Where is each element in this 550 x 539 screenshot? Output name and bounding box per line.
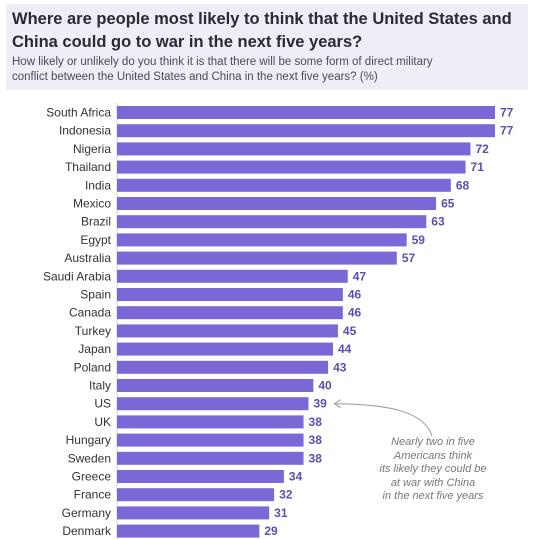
value-label-thailand: 71 bbox=[471, 160, 485, 174]
category-label-mexico: Mexico bbox=[73, 197, 111, 211]
value-label-turkey: 45 bbox=[343, 324, 357, 338]
value-label-germany: 31 bbox=[274, 506, 288, 520]
annotation-arrow-line bbox=[334, 403, 433, 437]
bar-turkey bbox=[117, 324, 338, 338]
value-label-france: 32 bbox=[279, 488, 293, 502]
category-label-uk: UK bbox=[94, 415, 111, 429]
value-label-denmark: 29 bbox=[264, 524, 278, 538]
annotation-arrow-head bbox=[333, 399, 341, 409]
value-label-canada: 46 bbox=[348, 306, 362, 320]
value-label-us: 39 bbox=[313, 397, 327, 411]
category-label-indonesia: Indonesia bbox=[59, 124, 111, 138]
value-label-saudi-arabia: 47 bbox=[353, 269, 367, 283]
value-label-spain: 46 bbox=[348, 288, 362, 302]
bar-spain bbox=[117, 288, 343, 301]
value-label-india: 68 bbox=[456, 178, 470, 192]
bar-sweden bbox=[117, 451, 304, 465]
annotation-line-4: at war with China bbox=[390, 476, 476, 489]
bar-nigeria bbox=[117, 142, 471, 156]
category-label-germany: Germany bbox=[62, 506, 111, 520]
value-label-sweden: 38 bbox=[309, 451, 323, 465]
category-label-hungary: Hungary bbox=[66, 433, 111, 447]
value-label-hungary: 38 bbox=[309, 433, 323, 447]
chart-subtitle-line-2: conflict between the United States and C… bbox=[12, 71, 378, 83]
annotation-line-2: Americans think bbox=[393, 449, 473, 462]
bar-south-africa bbox=[117, 106, 495, 119]
bar-hungary bbox=[117, 433, 304, 447]
category-label-thailand: Thailand bbox=[65, 160, 111, 174]
chart-title-line-2: China could go to war in the next five y… bbox=[12, 33, 363, 51]
value-label-japan: 44 bbox=[338, 342, 352, 356]
category-label-poland: Poland bbox=[74, 360, 111, 374]
bar-poland bbox=[117, 360, 329, 374]
bar-thailand bbox=[117, 160, 466, 174]
category-label-egypt: Egypt bbox=[80, 233, 111, 247]
category-label-sweden: Sweden bbox=[68, 451, 111, 465]
bar-france bbox=[117, 488, 275, 502]
category-label-australia: Australia bbox=[64, 251, 111, 265]
value-label-uk: 38 bbox=[309, 415, 323, 429]
bar-indonesia bbox=[117, 124, 495, 138]
annotation-line-1: Nearly two in five bbox=[391, 436, 475, 448]
bar-italy bbox=[117, 379, 314, 392]
annotation-line-5: in the next five years bbox=[382, 490, 484, 502]
chart-title-line-1: Where are people most likely to think th… bbox=[12, 10, 512, 28]
bar-germany bbox=[117, 506, 270, 520]
value-label-italy: 40 bbox=[318, 379, 332, 393]
category-label-denmark: Denmark bbox=[62, 524, 112, 538]
category-label-greece: Greece bbox=[72, 470, 112, 484]
value-label-brazil: 63 bbox=[431, 215, 445, 229]
chart-subtitle-line-1: How likely or unlikely do you think it i… bbox=[12, 56, 433, 68]
chart-title: Where are people most likely to think th… bbox=[12, 8, 522, 54]
category-label-us: US bbox=[94, 397, 111, 411]
annotation-line-3: its likely they could be bbox=[379, 463, 487, 475]
bar-uk bbox=[117, 415, 304, 429]
bar-greece bbox=[117, 470, 284, 483]
bar-denmark bbox=[117, 524, 260, 538]
value-label-australia: 57 bbox=[402, 251, 416, 265]
chart-subtitle: How likely or unlikely do you think it i… bbox=[12, 55, 522, 85]
category-label-turkey: Turkey bbox=[75, 324, 111, 338]
value-label-indonesia: 77 bbox=[500, 124, 514, 138]
value-label-mexico: 65 bbox=[441, 197, 455, 211]
us-annotation: Nearly two in five Americans think its l… bbox=[370, 436, 496, 504]
bar-japan bbox=[117, 342, 333, 356]
category-label-france: France bbox=[74, 488, 112, 502]
bar-us bbox=[117, 397, 309, 411]
category-label-south-africa: South Africa bbox=[46, 106, 111, 120]
category-label-japan: Japan bbox=[78, 342, 111, 356]
category-label-spain: Spain bbox=[80, 288, 111, 302]
value-label-poland: 43 bbox=[333, 360, 347, 374]
category-label-italy: Italy bbox=[89, 379, 111, 393]
bar-brazil bbox=[117, 215, 427, 229]
value-label-egypt: 59 bbox=[412, 233, 426, 247]
category-label-brazil: Brazil bbox=[81, 215, 111, 229]
category-label-canada: Canada bbox=[69, 306, 111, 320]
value-label-nigeria: 72 bbox=[475, 142, 489, 156]
category-label-nigeria: Nigeria bbox=[73, 142, 111, 156]
bar-saudi-arabia bbox=[117, 269, 348, 283]
bar-egypt bbox=[117, 233, 407, 247]
category-label-india: India bbox=[85, 178, 111, 192]
bar-australia bbox=[117, 251, 397, 265]
bar-india bbox=[117, 178, 451, 192]
bar-mexico bbox=[117, 197, 437, 210]
value-label-greece: 34 bbox=[289, 470, 303, 484]
bar-canada bbox=[117, 306, 343, 320]
chart-header: Where are people most likely to think th… bbox=[6, 4, 528, 90]
value-label-south-africa: 77 bbox=[500, 106, 514, 120]
category-label-saudi-arabia: Saudi Arabia bbox=[43, 269, 111, 283]
